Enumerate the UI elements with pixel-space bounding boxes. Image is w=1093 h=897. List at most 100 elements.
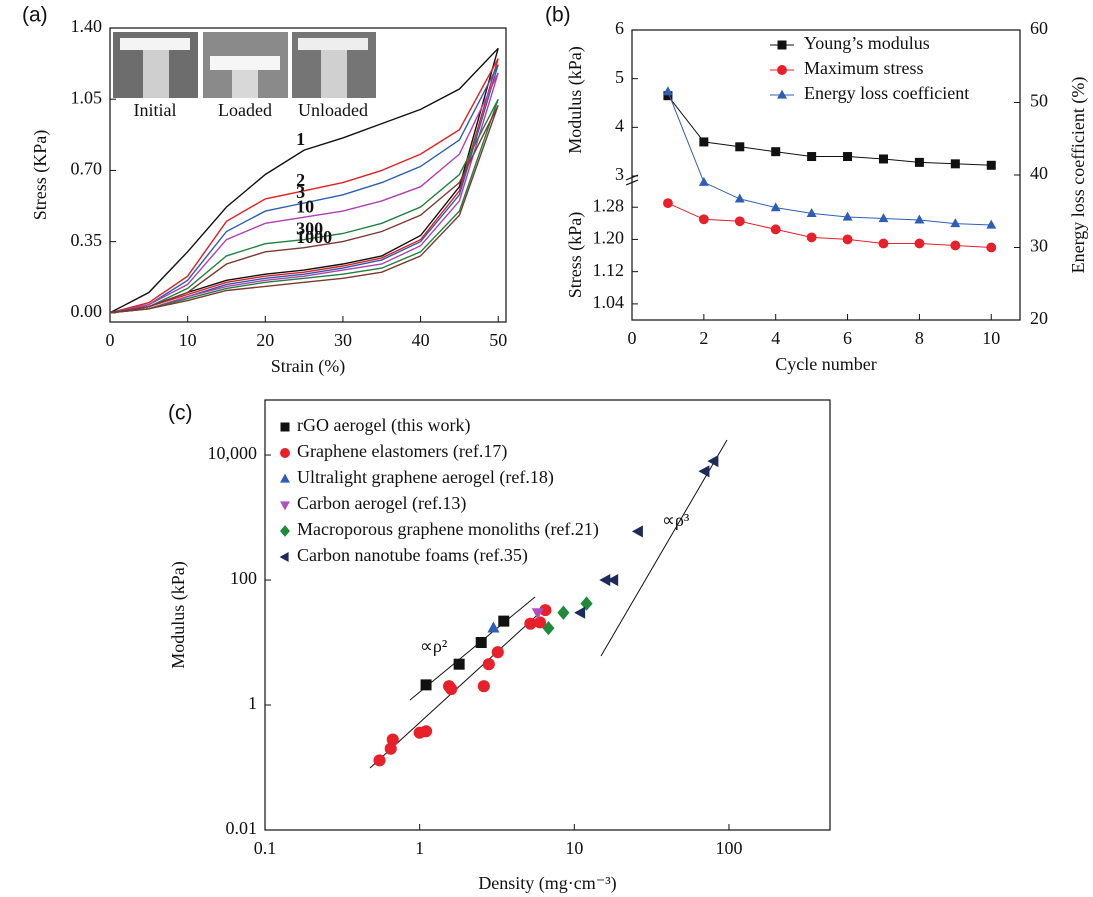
legend-label: Graphene elastomers (ref.17) xyxy=(297,441,507,462)
data-point xyxy=(914,238,925,249)
y-tick-label: 4 xyxy=(615,115,624,135)
data-point xyxy=(539,604,552,617)
y-axis-label: Stress (KPa) xyxy=(30,130,51,221)
data-point xyxy=(491,646,504,659)
x-axis-label: Cycle number xyxy=(775,354,876,374)
x-tick-label: 10 xyxy=(179,330,197,350)
inset-label: Loaded xyxy=(218,100,272,120)
data-point xyxy=(533,616,547,629)
series-line xyxy=(109,104,499,314)
data-point xyxy=(445,683,458,696)
photo-shape xyxy=(321,50,347,98)
plot-frame xyxy=(109,27,507,323)
data-point xyxy=(498,615,510,627)
data-point xyxy=(698,214,709,225)
data-point xyxy=(843,152,853,162)
y-tick-label: 100 xyxy=(230,568,257,588)
inset-label: Initial xyxy=(134,100,177,120)
x-tick-label: 30 xyxy=(334,330,352,350)
annotation: ∝ρ² xyxy=(420,636,447,656)
curve-label: 300 xyxy=(296,219,323,239)
fit-lines xyxy=(369,439,728,769)
data-point xyxy=(806,208,817,218)
data-point xyxy=(950,240,961,251)
y-tick-label: 1.28 xyxy=(593,195,625,215)
data-point xyxy=(475,637,487,649)
data-point xyxy=(734,216,745,227)
data-point xyxy=(771,147,781,157)
data-point xyxy=(574,606,586,619)
x-tick-label: 40 xyxy=(412,330,430,350)
legend-label: Maximum stress xyxy=(804,58,924,78)
x-tick-label: 6 xyxy=(843,328,852,348)
data-point xyxy=(524,617,537,630)
y-tick-label: 1.12 xyxy=(593,260,625,280)
x-tick-label: 10 xyxy=(982,328,1000,348)
photo-shape xyxy=(298,38,368,50)
curve-label: 3 xyxy=(296,182,305,202)
data-point xyxy=(807,152,817,162)
series-line xyxy=(667,95,992,166)
legend-marker xyxy=(777,40,787,50)
data-point xyxy=(487,621,500,633)
panel-label: (b) xyxy=(545,4,571,27)
y-axis-label: Modulus (kPa) xyxy=(565,46,586,154)
curve-label: 1 xyxy=(296,129,305,149)
x-axis-label: Strain (%) xyxy=(271,356,345,377)
y-tick-label: 3 xyxy=(615,164,624,184)
panel-label: (c) xyxy=(168,402,193,425)
data-point xyxy=(663,91,673,101)
data-point xyxy=(914,214,925,224)
data-point xyxy=(420,679,432,691)
panel-label: (a) xyxy=(22,4,48,27)
legend-marker xyxy=(777,65,787,75)
data-point xyxy=(878,213,889,223)
data-point xyxy=(477,680,490,693)
series-line xyxy=(109,72,499,314)
y-tick-label: 0.00 xyxy=(71,301,103,321)
data-point xyxy=(482,658,495,671)
data-point xyxy=(878,154,888,164)
annotation: ∝ρ³ xyxy=(662,510,690,530)
data-point xyxy=(914,157,924,167)
data-point xyxy=(373,754,386,767)
data-point xyxy=(384,742,397,755)
data-point xyxy=(662,198,673,209)
y-tick-label: 10,000 xyxy=(208,443,258,463)
plot-frame xyxy=(264,399,831,831)
photo-shape xyxy=(120,38,190,50)
legend-marker xyxy=(280,448,290,458)
series-line xyxy=(667,202,992,248)
legend-marker xyxy=(777,89,787,99)
series-line xyxy=(109,47,499,314)
series-line xyxy=(109,64,499,314)
data-point xyxy=(735,142,745,152)
data-point xyxy=(542,620,555,636)
data-point xyxy=(531,608,544,620)
photo-shape xyxy=(210,56,280,70)
y2-tick-label: 30 xyxy=(1030,236,1048,256)
fit-line xyxy=(369,607,546,769)
data-point xyxy=(699,137,709,147)
data-point xyxy=(770,224,781,235)
data-point xyxy=(878,238,889,249)
y-tick-label: 5 xyxy=(615,67,624,87)
data-point xyxy=(950,159,960,169)
series-line xyxy=(667,91,992,226)
x-tick-label: 10 xyxy=(565,838,583,858)
legend-label: Ultralight graphene aerogel (ref.18) xyxy=(297,467,554,488)
x-tick-label: 2 xyxy=(699,328,708,348)
inset-photos xyxy=(113,32,376,98)
x-tick-label: 0 xyxy=(106,330,115,350)
data-point xyxy=(386,733,399,746)
data-point xyxy=(950,218,961,228)
data-point xyxy=(420,725,433,738)
fit-line xyxy=(600,439,728,657)
y-tick-label: 1 xyxy=(248,693,257,713)
y-tick-label: 6 xyxy=(615,18,624,38)
legend-label: Energy loss coefficient xyxy=(804,83,969,103)
legend-marker xyxy=(280,422,290,432)
y-tick-label: 1.04 xyxy=(593,292,625,312)
data-point xyxy=(770,202,781,212)
legend-label: Carbon aerogel (ref.13) xyxy=(297,493,466,514)
